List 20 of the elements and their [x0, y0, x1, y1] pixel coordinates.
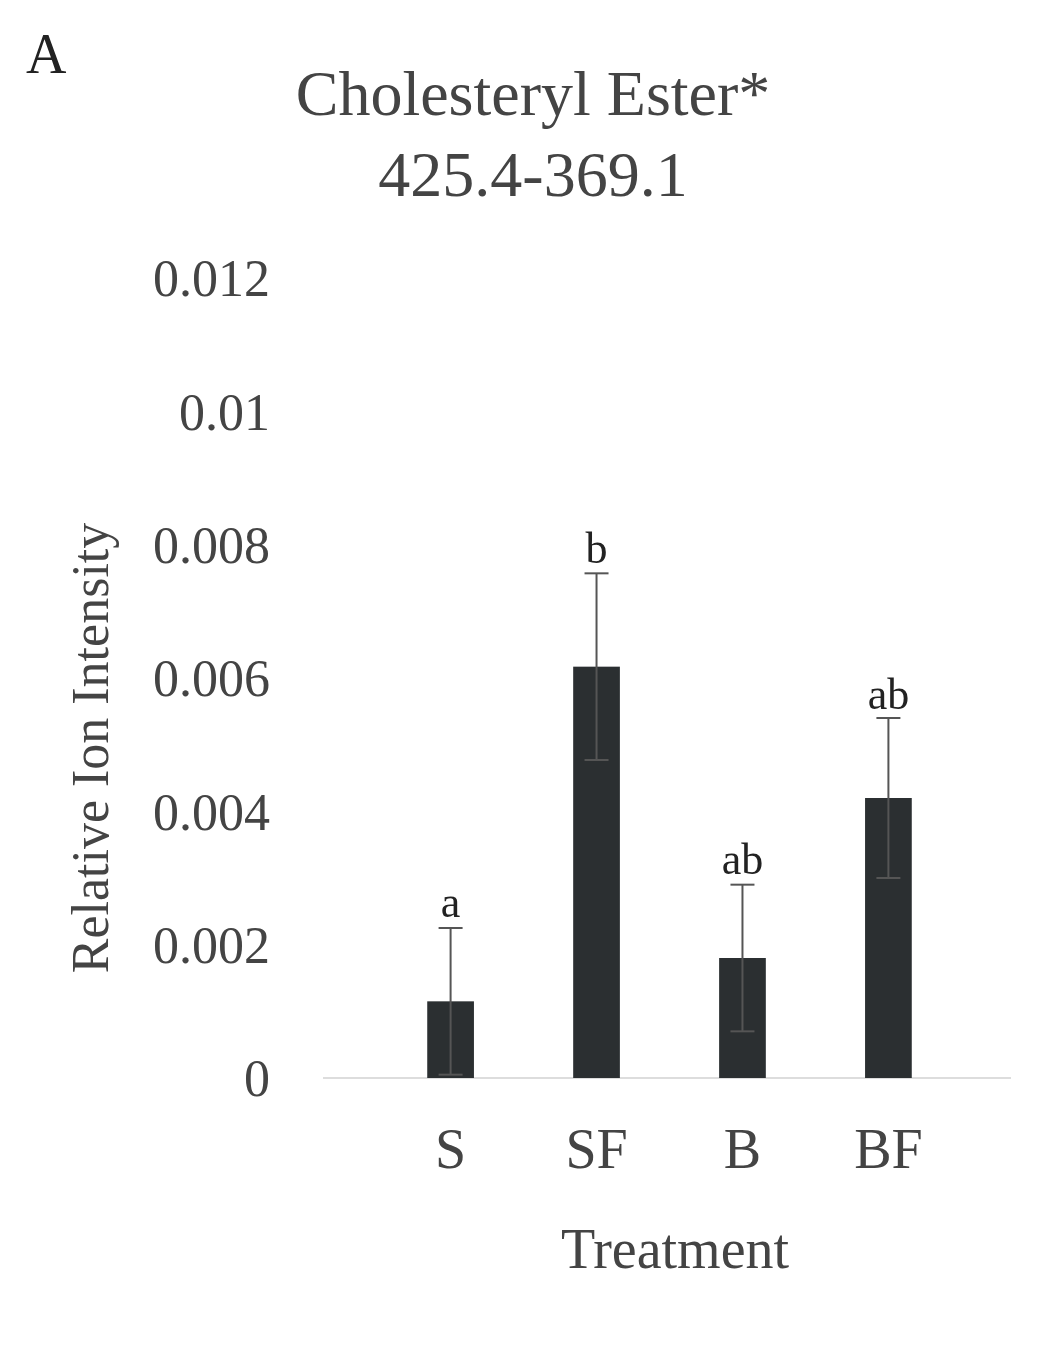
annotation: ab — [721, 835, 764, 884]
y-tick-label: 0 — [244, 1050, 270, 1108]
x-tick-label: S — [435, 1118, 467, 1180]
y-tick-label: 0.002 — [153, 916, 270, 974]
y-tick-label: 0.012 — [153, 250, 270, 308]
chart-subtitle: 425.4-369.1 — [378, 139, 688, 210]
x-axis-title: Treatment — [560, 1218, 790, 1280]
x-tick-label: SF — [565, 1118, 628, 1180]
annotation: a — [440, 877, 461, 927]
y-tick-label: 0.004 — [153, 783, 270, 841]
annotation: b — [585, 524, 608, 574]
annotation: ab — [867, 669, 910, 719]
y-tick-label: 0.006 — [153, 650, 270, 708]
chart-title: Cholesteryl Ester* — [295, 58, 771, 129]
y-tick-label: 0.008 — [153, 516, 270, 574]
x-tick-label: B — [723, 1118, 762, 1180]
x-tick-label: BF — [854, 1118, 923, 1180]
y-axis-title: Relative Ion Intensity — [62, 522, 119, 974]
text: A — [26, 23, 67, 85]
y-tick-label: 0.01 — [179, 383, 270, 441]
